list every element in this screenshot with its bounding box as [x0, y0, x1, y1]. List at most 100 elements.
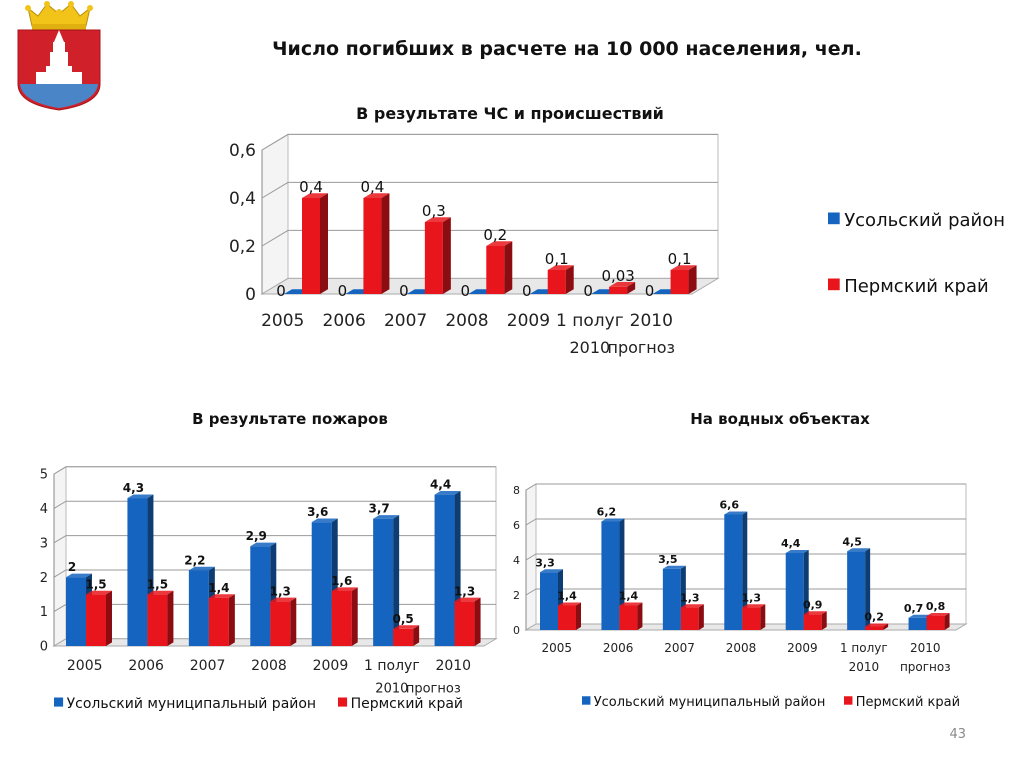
y-tick-label: 8 — [513, 484, 520, 497]
bar-front — [865, 626, 884, 630]
bar-top — [540, 569, 563, 573]
gridline — [261, 181, 718, 199]
bar-top — [147, 590, 174, 595]
data-label: 0,9 — [803, 598, 823, 611]
data-label: 0,8 — [926, 600, 946, 613]
bar-front — [434, 494, 455, 646]
data-label: 0 — [461, 282, 471, 300]
bar-red — [670, 265, 697, 294]
bar-side — [290, 597, 297, 646]
data-label: 3,6 — [307, 505, 328, 519]
bar-front — [724, 514, 743, 630]
bar-top — [331, 587, 358, 591]
bar-red — [619, 602, 643, 630]
bar-side — [760, 604, 766, 630]
y-tick-label: 0 — [513, 624, 520, 637]
bar-front — [373, 518, 394, 646]
bar-top — [847, 548, 871, 552]
data-label: 0,5 — [393, 612, 414, 626]
bar-red — [331, 587, 358, 646]
bar-blue — [847, 548, 871, 630]
bar-front — [609, 286, 628, 294]
data-label: 0,2 — [864, 611, 884, 624]
legend-label: Усольский муниципальный район — [594, 695, 826, 710]
data-label: 1,4 — [557, 590, 577, 603]
data-label: 1,3 — [742, 591, 762, 604]
data-label: 0 — [583, 282, 593, 300]
y-tick-label: 3 — [40, 536, 48, 551]
bar-front — [250, 546, 271, 646]
x-tick-label: 2006 — [603, 641, 634, 655]
bar-side — [106, 590, 112, 646]
bar-top — [250, 542, 277, 547]
gridline — [53, 500, 496, 509]
data-label: 4,3 — [123, 481, 144, 495]
x-tick-label: 2010 — [910, 641, 941, 655]
bar-top — [865, 623, 889, 627]
bar-front — [619, 605, 638, 630]
bar-red — [86, 590, 112, 646]
data-label: 0,4 — [360, 178, 384, 196]
y-tick-label: 4 — [513, 554, 520, 567]
data-label: 1,3 — [680, 591, 700, 604]
data-label: 3,5 — [658, 553, 678, 566]
bar-top — [486, 241, 513, 246]
bar-red — [424, 217, 451, 294]
bar-red — [393, 625, 420, 646]
legend-label: Усольский район — [844, 210, 1005, 231]
legend-label: Пермский край — [351, 696, 463, 712]
gridline — [53, 535, 496, 544]
bar-side — [944, 613, 950, 630]
x-tick-label: 2009 — [313, 658, 349, 674]
bar-top — [609, 282, 636, 287]
bar-top — [86, 590, 112, 595]
bar-red — [803, 611, 827, 630]
data-label: 2,2 — [184, 553, 205, 567]
bar-top — [127, 494, 154, 499]
bar-front — [926, 616, 945, 630]
bar-front — [486, 246, 505, 294]
bar-front — [908, 617, 927, 630]
y-tick-label: 4 — [40, 502, 48, 517]
bar-side — [320, 193, 328, 294]
data-label: 0,7 — [904, 602, 924, 615]
bar-front — [558, 605, 576, 630]
x-tick-label: 2006 — [128, 658, 164, 674]
bar-front — [363, 198, 382, 294]
chart-title-fires: В результате пожаров — [192, 410, 388, 428]
bar-front — [803, 614, 822, 630]
x-tick-label-line2: прогноз — [406, 681, 461, 696]
bar-side — [474, 597, 481, 646]
bar-side — [865, 548, 871, 630]
bar-front — [785, 553, 804, 630]
x-tick-label: 2009 — [787, 641, 818, 655]
y-tick-label: 0,6 — [229, 141, 256, 161]
data-label: 6,2 — [597, 506, 617, 519]
data-label: 0 — [338, 282, 348, 300]
bar-blue — [724, 511, 748, 630]
bar-side — [393, 515, 400, 646]
data-label: 0,3 — [422, 202, 446, 220]
data-label: 1,5 — [147, 577, 168, 591]
bar-top — [785, 550, 809, 553]
plot-side-wall — [261, 133, 289, 295]
gridline — [53, 569, 496, 578]
bar-top — [66, 573, 92, 578]
bar-red — [547, 265, 574, 294]
bar-red — [270, 597, 297, 646]
x-tick-label: 2007 — [664, 641, 695, 655]
bar-top — [434, 491, 461, 495]
x-tick-label-line2: 2010 — [849, 660, 880, 674]
gridline — [525, 588, 966, 596]
bar-front — [127, 498, 148, 646]
bar-top — [558, 602, 581, 606]
bar-top — [601, 518, 625, 522]
bar-side — [883, 623, 889, 630]
x-tick-label: 2006 — [323, 311, 366, 331]
bar-front — [270, 601, 291, 646]
bar-front — [454, 601, 475, 646]
bar-red — [208, 594, 235, 646]
chart-water: 0 2 4 6 8 3,3 6,2 3,5 6,6 4,4 4,5 0,7 1,4 1,4 1,3 1,3 0,… — [513, 483, 968, 710]
bar-front — [547, 270, 566, 294]
bar-front — [662, 568, 681, 630]
